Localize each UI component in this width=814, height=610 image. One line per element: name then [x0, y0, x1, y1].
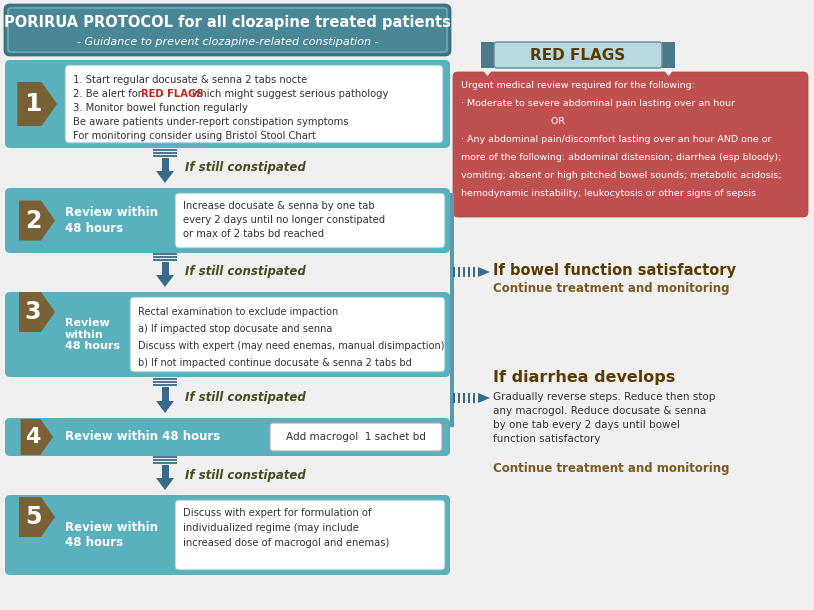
Text: Add macrogol  1 sachet bd: Add macrogol 1 sachet bd [286, 432, 426, 442]
FancyBboxPatch shape [494, 42, 662, 68]
FancyBboxPatch shape [5, 60, 450, 148]
Polygon shape [19, 497, 55, 537]
Polygon shape [481, 68, 494, 76]
Text: 4: 4 [25, 427, 41, 447]
Text: If still constipated: If still constipated [185, 391, 306, 404]
Polygon shape [156, 171, 174, 183]
Bar [161, 387, 168, 401]
Bar [450, 297, 454, 427]
Text: 5: 5 [24, 505, 42, 529]
FancyBboxPatch shape [5, 188, 450, 253]
Text: 1: 1 [24, 92, 42, 116]
Polygon shape [156, 275, 174, 287]
Text: 3. Monitor bowel function regularly: 3. Monitor bowel function regularly [73, 103, 248, 113]
Bar [468, 267, 470, 277]
Polygon shape [19, 292, 55, 332]
FancyBboxPatch shape [65, 65, 443, 143]
Bar [458, 267, 460, 277]
Polygon shape [478, 267, 490, 277]
FancyBboxPatch shape [175, 193, 445, 248]
Text: Discuss with expert (may need enemas, manual disimpaction): Discuss with expert (may need enemas, ma… [138, 341, 444, 351]
Text: 2: 2 [24, 209, 42, 232]
Text: Continue treatment and monitoring: Continue treatment and monitoring [493, 282, 729, 295]
Text: more of the following: abdominal distension; diarrhea (esp bloody);: more of the following: abdominal distens… [461, 154, 781, 162]
Polygon shape [478, 393, 490, 403]
Bar [161, 465, 168, 478]
Bar [473, 267, 475, 277]
Bar [450, 193, 454, 298]
Bar [453, 393, 455, 403]
Text: If still constipated: If still constipated [185, 468, 306, 481]
Bar [453, 267, 455, 277]
Polygon shape [662, 68, 675, 76]
Polygon shape [156, 478, 174, 490]
Polygon shape [20, 419, 53, 455]
FancyBboxPatch shape [5, 5, 450, 55]
Text: RED FLAGS: RED FLAGS [141, 89, 204, 99]
FancyBboxPatch shape [175, 500, 445, 570]
Text: If bowel function satisfactory: If bowel function satisfactory [493, 263, 736, 278]
Text: Review within
48 hours: Review within 48 hours [65, 207, 158, 234]
Bar [161, 158, 168, 171]
Text: OR: OR [461, 118, 565, 126]
Bar [458, 393, 460, 403]
Text: Rectal examination to exclude impaction: Rectal examination to exclude impaction [138, 307, 339, 317]
FancyBboxPatch shape [130, 297, 445, 372]
Bar [473, 393, 475, 403]
Text: b) If not impacted continue docusate & senna 2 tabs bd: b) If not impacted continue docusate & s… [138, 358, 412, 368]
FancyBboxPatch shape [5, 292, 450, 377]
Text: 1. Start regular docusate & senna 2 tabs nocte: 1. Start regular docusate & senna 2 tabs… [73, 75, 307, 85]
Text: - Guidance to prevent clozapine-related constipation -: - Guidance to prevent clozapine-related … [77, 37, 379, 47]
Text: · Moderate to severe abdominal pain lasting over an hour: · Moderate to severe abdominal pain last… [461, 99, 735, 109]
Text: Review
within
48 hours: Review within 48 hours [65, 318, 120, 351]
FancyBboxPatch shape [5, 418, 450, 456]
Text: a) If impacted stop docusate and senna: a) If impacted stop docusate and senna [138, 324, 332, 334]
Text: Increase docusate & senna by one tab
every 2 days until no longer constipated
or: Increase docusate & senna by one tab eve… [183, 201, 385, 239]
Text: PORIRUA PROTOCOL for all clozapine treated patients: PORIRUA PROTOCOL for all clozapine treat… [4, 15, 451, 30]
Polygon shape [19, 201, 55, 240]
Text: Urgent medical review required for the following:: Urgent medical review required for the f… [461, 82, 695, 90]
Polygon shape [481, 42, 494, 68]
Text: If diarrhea develops: If diarrhea develops [493, 370, 676, 385]
Text: Review within
48 hours: Review within 48 hours [65, 521, 158, 549]
Text: Review within 48 hours: Review within 48 hours [65, 431, 221, 443]
Text: If still constipated: If still constipated [185, 265, 306, 279]
Polygon shape [662, 42, 675, 68]
Text: 2. Be alert for: 2. Be alert for [73, 89, 145, 99]
Bar [463, 267, 465, 277]
Text: Gradually reverse steps. Reduce then stop
any macrogol. Reduce docusate & senna
: Gradually reverse steps. Reduce then sto… [493, 392, 716, 444]
Bar [161, 262, 168, 275]
Text: For monitoring consider using Bristol Stool Chart: For monitoring consider using Bristol St… [73, 131, 316, 141]
FancyBboxPatch shape [453, 72, 808, 217]
Text: hemodynamic instability; leukocytosis or other signs of sepsis: hemodynamic instability; leukocytosis or… [461, 190, 756, 198]
Bar [468, 393, 470, 403]
FancyBboxPatch shape [5, 495, 450, 575]
Bar [463, 393, 465, 403]
Polygon shape [156, 401, 174, 413]
Text: vomiting; absent or high pitched bowel sounds; metabolic acidosis;: vomiting; absent or high pitched bowel s… [461, 171, 781, 181]
Text: which might suggest serious pathology: which might suggest serious pathology [189, 89, 388, 99]
Text: If still constipated: If still constipated [185, 162, 306, 174]
Text: 3: 3 [24, 300, 42, 324]
Text: Be aware patients under-report constipation symptoms: Be aware patients under-report constipat… [73, 117, 348, 127]
FancyBboxPatch shape [270, 423, 442, 451]
Text: · Any abdominal pain/discomfort lasting over an hour AND one or: · Any abdominal pain/discomfort lasting … [461, 135, 772, 145]
Text: Continue treatment and monitoring: Continue treatment and monitoring [493, 462, 729, 475]
Polygon shape [17, 82, 57, 126]
Text: Discuss with expert for formulation of
individualized regime (may include
increa: Discuss with expert for formulation of i… [183, 508, 389, 548]
Text: RED FLAGS: RED FLAGS [531, 48, 626, 62]
